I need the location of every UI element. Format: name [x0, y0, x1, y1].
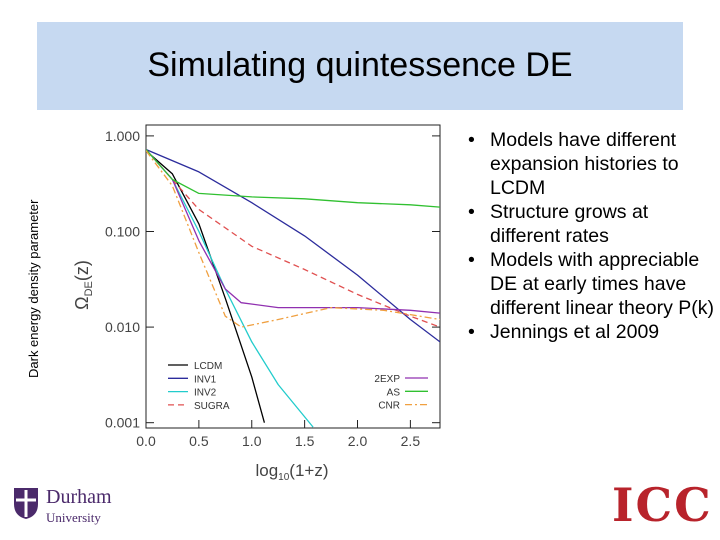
plot-area: [146, 148, 440, 428]
x-axis-label: log10(1+z): [255, 461, 328, 483]
durham-logo: Durham University: [12, 482, 132, 528]
series-line: [146, 150, 440, 328]
slide-title: Simulating quintessence DE: [147, 46, 573, 84]
x-tick-label: 1.0: [242, 433, 262, 449]
legend-label: SUGRA: [194, 401, 230, 412]
x-label-tail: (1+z): [289, 461, 328, 480]
legend-label: INV1: [194, 374, 217, 385]
series-line: [146, 149, 440, 328]
x-tick-label: 2.0: [348, 433, 368, 449]
y-label-sub: DE: [83, 281, 95, 296]
shield-icon: [14, 488, 38, 519]
legend-label: 2EXP: [374, 374, 400, 385]
x-tick-label: 0.0: [136, 433, 156, 449]
series-line: [146, 148, 440, 343]
x-tick-label: 0.5: [189, 433, 209, 449]
y-label-main: Ω: [72, 296, 92, 309]
bullet: Structure grows at different rates: [462, 200, 714, 248]
x-tick-label: 2.5: [401, 433, 421, 449]
legend-label: AS: [387, 387, 401, 398]
chart: ΩDE(z) log10(1+z) 0.0010.0100.1001.0000.…: [72, 124, 441, 483]
x-tick-label: 1.5: [295, 433, 315, 449]
x-label-main: log: [255, 461, 278, 480]
y-axis-label: ΩDE(z): [72, 260, 95, 310]
plot-frame: [145, 124, 441, 429]
logo-name: Durham: [46, 486, 112, 508]
series-line: [146, 149, 440, 208]
legend-label: INV2: [194, 388, 217, 399]
series-line: [146, 149, 314, 428]
legend: LCDM INV1 INV2 SUGRA 2EXP AS CNR: [168, 361, 428, 412]
logo-sub: University: [46, 510, 101, 525]
bullet: Jennings et al 2009: [462, 320, 714, 344]
y-label-tail: (z): [72, 260, 92, 281]
legend-label: LCDM: [194, 361, 222, 372]
side-label: Dark energy density parameter: [26, 199, 41, 378]
y-tick-label: 0.010: [105, 319, 140, 335]
title-box: Simulating quintessence DE: [37, 22, 683, 110]
bullet-list: Models have different expansion historie…: [462, 128, 714, 344]
y-tick-label: 0.100: [105, 223, 140, 239]
icc-logo: ICC: [612, 478, 713, 532]
bullet: Models have different expansion historie…: [462, 128, 714, 200]
legend-label: CNR: [378, 401, 400, 412]
series-line: [146, 149, 440, 314]
y-tick-label: 0.001: [105, 415, 140, 431]
x-label-sub: 10: [278, 472, 290, 483]
bullet: Models with appreciable DE at early time…: [462, 248, 714, 320]
y-tick-label: 1.000: [105, 128, 140, 144]
